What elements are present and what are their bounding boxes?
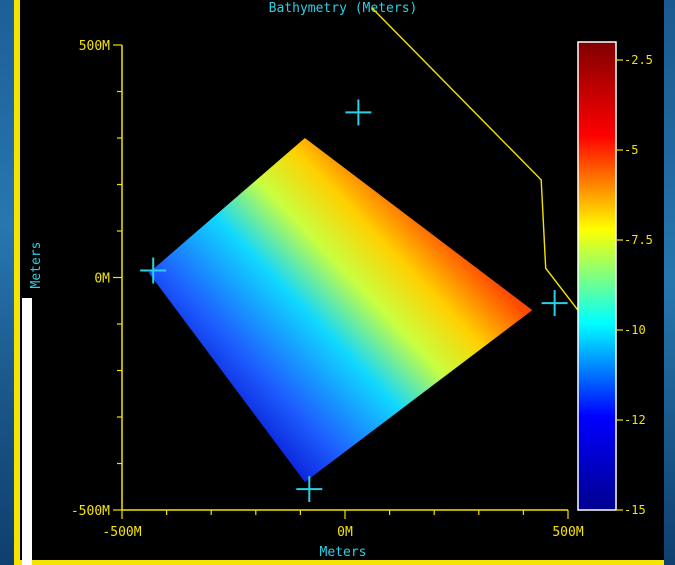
colorbar-tick-label: -2.5 — [624, 53, 653, 67]
frame-bottom-border — [14, 560, 664, 565]
colorbar-tick-label: -10 — [624, 323, 646, 337]
background-right — [664, 0, 675, 565]
x-axis-title: Meters — [320, 545, 367, 560]
colorbar-tick-label: -7.5 — [624, 233, 653, 247]
x-tick-label: -500M — [102, 525, 141, 540]
x-tick-label: 500M — [552, 525, 583, 540]
marker-crosshair — [345, 99, 372, 126]
colorbar — [577, 41, 617, 511]
marker-crosshair — [541, 290, 568, 317]
marker-crosshair — [296, 476, 323, 503]
marker-crosshair — [140, 257, 167, 284]
bathymetry-surface — [148, 138, 533, 483]
y-tick-label: -500M — [71, 504, 110, 519]
frame-white-strip — [22, 298, 32, 565]
x-tick-label: 0M — [337, 525, 353, 540]
chart-title: Bathymetry (Meters) — [269, 1, 418, 16]
y-tick-label: 500M — [79, 39, 110, 54]
y-axis-title: Meters — [29, 242, 44, 289]
colorbar-tick-label: -15 — [624, 503, 646, 517]
track-line — [371, 7, 582, 316]
colorbar-tick-label: -5 — [624, 143, 638, 157]
colorbar-tick-label: -12 — [624, 413, 646, 427]
y-tick-label: 0M — [94, 272, 110, 287]
